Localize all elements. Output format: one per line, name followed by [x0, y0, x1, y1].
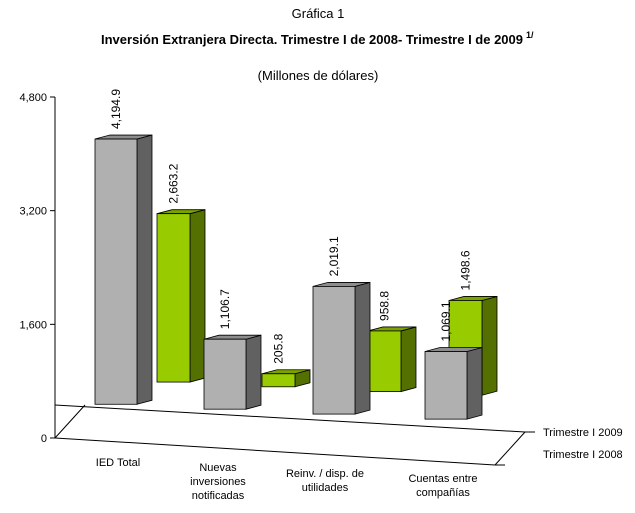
bar-front: [156, 213, 191, 383]
x-tick-label: IED Total: [95, 457, 141, 469]
bar-side: [136, 134, 153, 405]
chart-title: Inversión Extranjera Directa. Trimestre …: [101, 32, 523, 47]
value-label: 1,106.7: [218, 289, 232, 329]
bar-side: [466, 347, 483, 420]
x-tick-label: Cuentas entre compañías: [408, 473, 478, 499]
bar: [312, 281, 371, 415]
value-label: 958.8: [378, 291, 392, 321]
bar-side: [481, 295, 498, 396]
x-tick-label: Reinv. / disp. de utilidades: [285, 468, 365, 494]
bar-front: [367, 330, 402, 392]
value-label: 205.8: [272, 333, 286, 363]
bar-side: [354, 281, 371, 415]
bar: [156, 209, 206, 383]
supertitle: Gráfica 1: [292, 6, 345, 21]
value-label: 2,663.2: [167, 163, 181, 203]
bar-front: [203, 338, 247, 410]
title-note: 1/: [526, 30, 534, 40]
legend-label: Trimestre I 2008: [543, 449, 623, 461]
bar-front: [424, 351, 468, 420]
y-tick-label: 4,800: [19, 92, 47, 104]
legend-label: Trimestre I 2009: [543, 427, 623, 439]
bar: [424, 347, 483, 420]
x-tick-label: Nuevas inversiones notificadas: [190, 462, 246, 502]
value-label: 1,069.1: [439, 301, 453, 341]
bar: [203, 334, 262, 410]
y-tick-label: 3,200: [19, 206, 47, 218]
bar-front: [261, 373, 296, 388]
value-label: 2,019.1: [327, 236, 341, 276]
bar-front: [312, 286, 356, 415]
y-tick-label: 0: [41, 433, 47, 445]
bar: [367, 326, 417, 393]
subtitle: (Millones de dólares): [258, 68, 379, 83]
bar-side: [245, 334, 262, 410]
bar: [261, 369, 311, 388]
y-tick-label: 1,600: [19, 319, 47, 331]
floor: [54, 97, 535, 466]
bar-side: [189, 209, 206, 383]
value-label: 4,194.9: [109, 89, 123, 129]
bar-front: [94, 138, 138, 405]
bar: [94, 134, 153, 405]
value-label: 1,498.6: [459, 250, 473, 290]
bar-side: [400, 326, 417, 393]
